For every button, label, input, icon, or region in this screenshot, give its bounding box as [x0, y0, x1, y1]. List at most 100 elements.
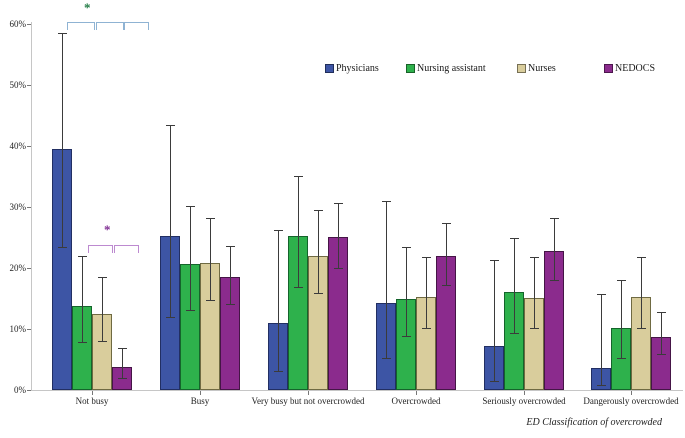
error-bar-cap-top	[442, 222, 451, 224]
y-axis-tick-label: 0%	[14, 385, 26, 395]
error-bar-cap-bottom	[490, 380, 499, 382]
error-bar-cap-bottom	[294, 286, 303, 288]
y-axis-tick-label: 20%	[9, 263, 27, 273]
error-bar-cap-top	[78, 255, 87, 257]
y-axis-tick	[27, 146, 31, 147]
x-axis-tick	[631, 391, 632, 395]
significance-bracket	[124, 22, 149, 30]
error-bar-cap-bottom	[510, 333, 519, 335]
error-bar-line	[190, 205, 191, 311]
error-bar-line	[494, 260, 495, 381]
error-bar-cap-top	[550, 217, 559, 219]
x-axis-tick	[524, 391, 525, 395]
error-bar-cap-bottom	[334, 268, 343, 269]
error-bar-cap-bottom	[637, 327, 646, 329]
x-axis-tick	[92, 391, 93, 395]
y-axis-line	[31, 22, 32, 390]
error-bar-line	[554, 217, 555, 281]
error-bar-cap-bottom	[118, 377, 127, 379]
significance-asterisk: *	[84, 0, 91, 15]
significance-bracket	[114, 245, 139, 253]
error-bar-line	[534, 257, 535, 328]
y-axis-tick	[27, 329, 31, 330]
error-bar-line	[278, 230, 279, 372]
y-axis-tick	[27, 268, 31, 269]
error-bar-line	[621, 280, 622, 359]
error-bar-cap-top	[490, 260, 499, 262]
error-bar-cap-bottom	[226, 303, 235, 305]
error-bar-cap-bottom	[550, 280, 559, 282]
x-axis-tick	[308, 391, 309, 395]
error-bar-line	[170, 125, 171, 317]
error-bar-line	[661, 311, 662, 354]
y-axis-tick-label: 40%	[9, 141, 27, 151]
legend-swatch-icon	[406, 64, 415, 73]
error-bar-line	[601, 294, 602, 386]
error-bar-cap-bottom	[314, 293, 323, 294]
y-axis-tick	[27, 207, 31, 208]
error-bar-cap-bottom	[382, 358, 391, 360]
error-bar-cap-bottom	[186, 310, 195, 312]
x-category-label: Not busy	[75, 396, 109, 406]
error-bar-line	[62, 33, 63, 248]
error-bar-line	[210, 217, 211, 300]
error-bar-line	[122, 347, 123, 378]
x-category-label: Seriously overcrowded	[482, 396, 566, 406]
legend-label: Nurses	[528, 63, 556, 74]
error-bar-line	[102, 277, 103, 342]
error-bar-line	[406, 247, 407, 336]
legend-label: Nursing assistant	[417, 63, 486, 74]
x-category-label: Busy	[190, 396, 210, 406]
error-bar-line	[318, 210, 319, 293]
y-axis-tick	[27, 24, 31, 25]
error-bar-cap-top	[637, 257, 646, 259]
error-bar-cap-bottom	[442, 285, 451, 287]
error-bar-cap-bottom	[98, 341, 107, 343]
x-category-label: Overcrowded	[391, 396, 441, 406]
y-axis-tick-label: 10%	[9, 324, 27, 334]
error-bar-cap-bottom	[597, 385, 606, 387]
error-bar-cap-top	[597, 294, 606, 296]
x-axis-tick	[200, 391, 201, 395]
error-bar-line	[338, 202, 339, 268]
error-bar-cap-top	[617, 280, 626, 282]
x-axis-tick	[416, 391, 417, 395]
error-bar-cap-bottom	[78, 341, 87, 343]
error-bar-cap-top	[510, 238, 519, 240]
error-bar-cap-bottom	[58, 247, 67, 249]
error-bar-cap-top	[334, 202, 343, 204]
error-bar-cap-top	[186, 205, 195, 207]
y-axis-tick-label: 50%	[9, 80, 27, 90]
significance-asterisk: *	[104, 222, 111, 237]
significance-bracket	[96, 22, 124, 30]
x-axis-line	[31, 390, 683, 391]
error-bar-cap-bottom	[530, 327, 539, 329]
error-bar-cap-bottom	[274, 371, 283, 373]
legend-label: Physicians	[336, 63, 379, 74]
x-category-label: Very busy but not overcrowded	[251, 396, 365, 406]
significance-bracket	[67, 22, 95, 30]
error-bar-cap-bottom	[166, 316, 175, 318]
legend-swatch-icon	[604, 64, 613, 73]
error-bar-line	[426, 257, 427, 328]
error-bar-cap-top	[294, 175, 303, 177]
error-bar-line	[230, 246, 231, 304]
error-bar-cap-bottom	[422, 327, 431, 329]
error-bar-cap-top	[118, 347, 127, 349]
error-bar-cap-bottom	[617, 358, 626, 360]
error-bar-cap-top	[98, 277, 107, 279]
error-bar-line	[446, 222, 447, 286]
x-axis-caption: ED Classification of overcrowded	[526, 417, 662, 428]
error-bar-line	[514, 238, 515, 334]
significance-bracket	[88, 245, 113, 253]
error-bar-line	[641, 257, 642, 328]
error-bar-line	[298, 175, 299, 287]
error-bar-cap-top	[226, 246, 235, 248]
legend-swatch-icon	[325, 64, 334, 73]
error-bar-cap-top	[422, 257, 431, 259]
error-bar-line	[82, 255, 83, 342]
error-bar-cap-bottom	[206, 299, 215, 301]
y-axis-tick	[27, 85, 31, 86]
error-bar-cap-top	[657, 311, 666, 313]
error-bar-cap-top	[530, 257, 539, 259]
